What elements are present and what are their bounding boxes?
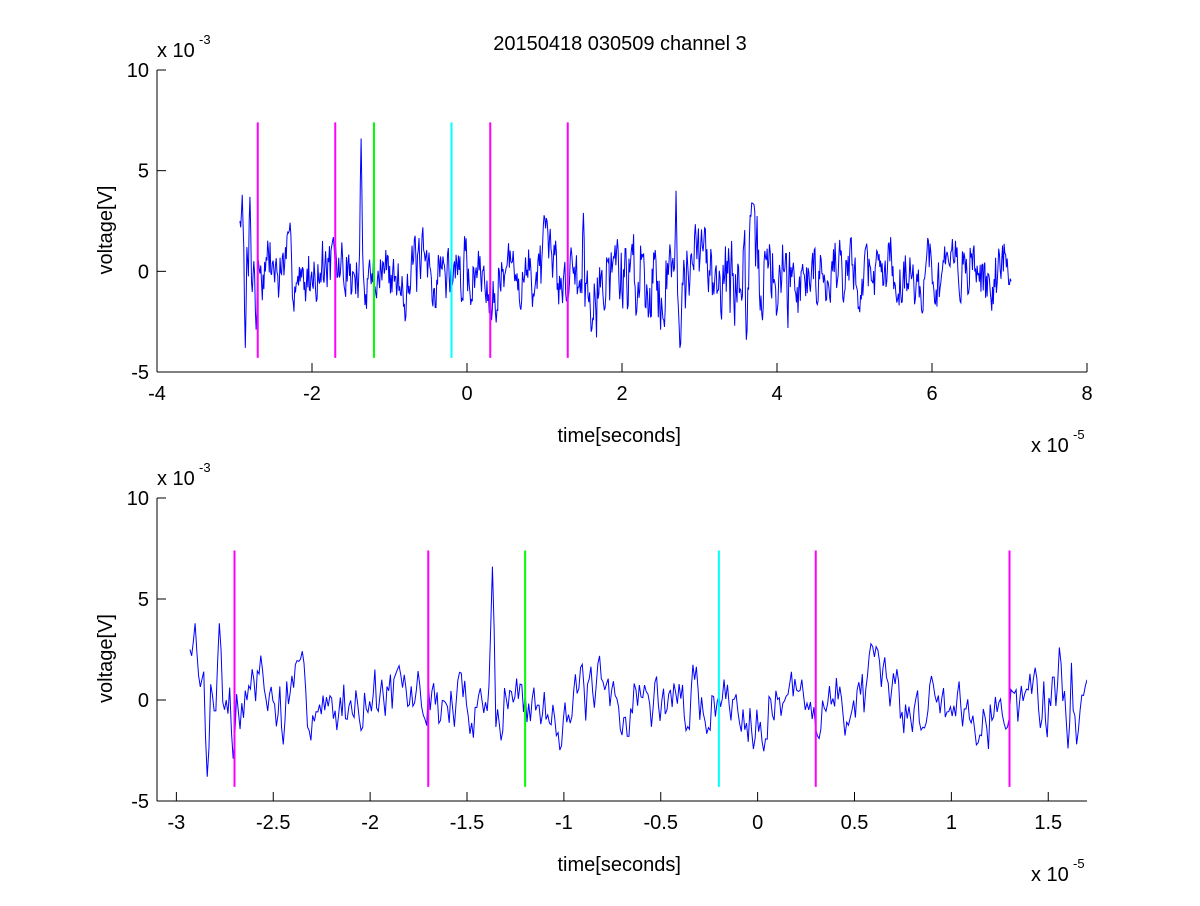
bottom-axes: -3 -2.5 -2 -1.5 -1 -0.5 0 0.5 1 1.5 -5 0 5 10 time[sec… — [95, 460, 1087, 886]
y-exponent-power: -3 — [199, 460, 211, 475]
figure-title: 20150418 030509 channel 3 — [493, 33, 747, 55]
y-axis-label: voltage[V] — [95, 614, 117, 703]
y-tick-label: 10 — [127, 60, 149, 82]
y-exponent-power: -3 — [199, 32, 211, 47]
x-axis-label: time[seconds] — [558, 425, 681, 447]
x-tick-label: 1.5 — [1034, 812, 1062, 834]
x-tick-label: 0.5 — [841, 812, 869, 834]
top-axes: -4 -2 0 2 4 6 8 -5 0 5 10 time[seconds] voltage[V] x … — [95, 32, 1093, 457]
y-exponent-label: x 10 — [157, 40, 195, 62]
x-tick-label: -1.5 — [450, 812, 484, 834]
x-tick-label: 0 — [461, 383, 472, 405]
x-tick-label: 4 — [771, 383, 782, 405]
x-tick-label: -2.5 — [256, 812, 290, 834]
x-tick-label: -1 — [555, 812, 573, 834]
x-tick-label: -4 — [148, 383, 166, 405]
x-tick-label: -2 — [303, 383, 321, 405]
y-exponent-label: x 10 — [157, 468, 195, 490]
signal-trace-0 — [239, 138, 1012, 348]
y-tick-label: 10 — [127, 488, 149, 510]
x-axis-label: time[seconds] — [558, 854, 681, 876]
x-tick-label: 2 — [616, 383, 627, 405]
y-tick-label: 5 — [138, 161, 149, 183]
x-tick-label: 1 — [946, 812, 957, 834]
x-exponent-label: x 10 — [1031, 864, 1069, 886]
x-tick-label: -2 — [361, 812, 379, 834]
y-tick-label: 0 — [138, 690, 149, 712]
x-tick-label: 0 — [752, 812, 763, 834]
x-tick-label: 8 — [1081, 383, 1092, 405]
x-exponent-power: -5 — [1073, 427, 1085, 442]
y-tick-label: 5 — [138, 589, 149, 611]
x-tick-label: 6 — [926, 383, 937, 405]
x-exponent-label: x 10 — [1031, 435, 1069, 457]
y-tick-label: 0 — [138, 261, 149, 283]
y-tick-label: -5 — [131, 791, 149, 813]
x-exponent-power: -5 — [1073, 856, 1085, 871]
y-tick-label: -5 — [131, 362, 149, 384]
x-tick-label: -3 — [167, 812, 185, 834]
x-tick-label: -0.5 — [644, 812, 678, 834]
signal-trace-1 — [189, 566, 1087, 777]
y-axis-label: voltage[V] — [95, 186, 117, 275]
